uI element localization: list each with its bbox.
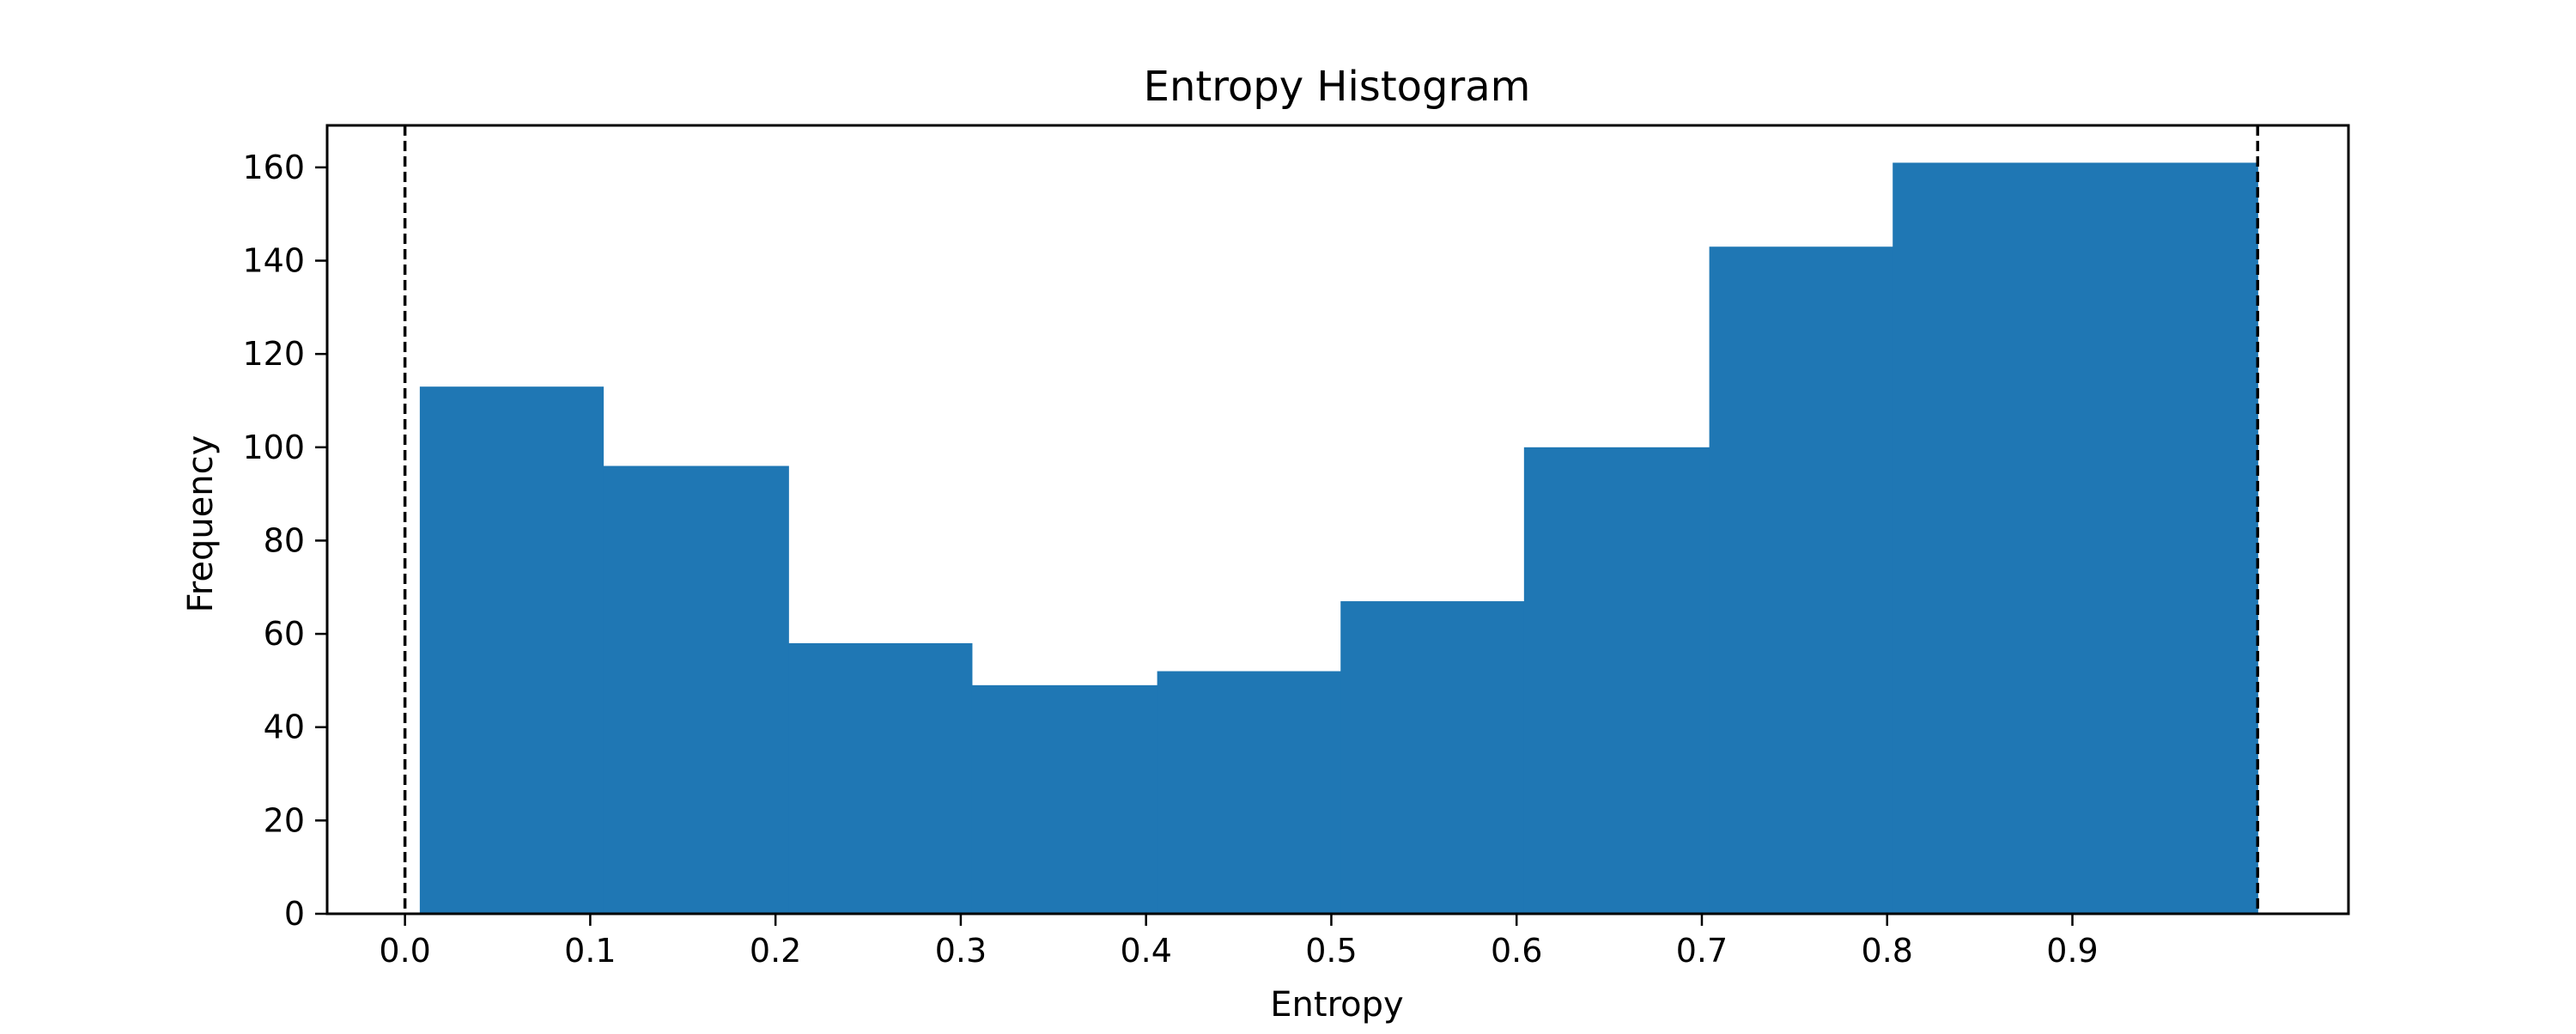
x-tick-label-0: 0.0 <box>379 932 430 970</box>
y-axis-label: Frequency <box>181 435 221 613</box>
x-tick-label-6: 0.6 <box>1491 932 1542 970</box>
x-tick-label-8: 0.8 <box>1862 932 1913 970</box>
x-tick-label-3: 0.3 <box>935 932 987 970</box>
x-axis-label: Entropy <box>1270 985 1403 1025</box>
histogram-bars <box>419 162 2258 915</box>
y-tick-label-2: 40 <box>264 709 305 746</box>
y-tick-label-3: 60 <box>264 615 305 653</box>
histogram-bar-2 <box>788 642 973 914</box>
histogram-bar-8 <box>1893 162 2258 914</box>
y-tick-label-0: 0 <box>284 895 305 933</box>
y-tick-label-1: 20 <box>264 801 305 839</box>
x-tick-label-2: 0.2 <box>750 932 801 970</box>
y-tick-label-6: 120 <box>242 335 305 373</box>
x-tick-label-4: 0.4 <box>1120 932 1171 970</box>
histogram-bar-1 <box>603 465 789 914</box>
histogram-bar-3 <box>971 684 1158 914</box>
x-tick-label-5: 0.5 <box>1305 932 1357 970</box>
x-tick-label-7: 0.7 <box>1676 932 1728 970</box>
histogram-bar-4 <box>1157 671 1341 914</box>
y-tick-label-5: 100 <box>242 429 305 466</box>
y-tick-label-8: 160 <box>242 149 305 186</box>
histogram-bar-0 <box>419 386 605 915</box>
x-axis-ticks: 0.0 0.1 0.2 0.3 0.4 0.5 0.6 0.7 0.8 0.9 <box>379 914 2099 970</box>
reference-lines <box>403 125 2260 914</box>
chart-title: Entropy Histogram <box>1144 63 1531 111</box>
x-tick-label-1: 0.1 <box>564 932 616 970</box>
plot-frame <box>325 124 2350 915</box>
x-tick-label-9: 0.9 <box>2046 932 2098 970</box>
y-axis-ticks: 0 20 40 60 80 100 120 140 160 <box>242 149 327 933</box>
histogram-bar-7 <box>1709 246 1893 914</box>
histogram-bar-6 <box>1523 447 1710 914</box>
y-tick-label-7: 140 <box>242 242 305 280</box>
histogram-bar-5 <box>1340 601 1525 914</box>
y-tick-label-4: 80 <box>264 521 305 559</box>
